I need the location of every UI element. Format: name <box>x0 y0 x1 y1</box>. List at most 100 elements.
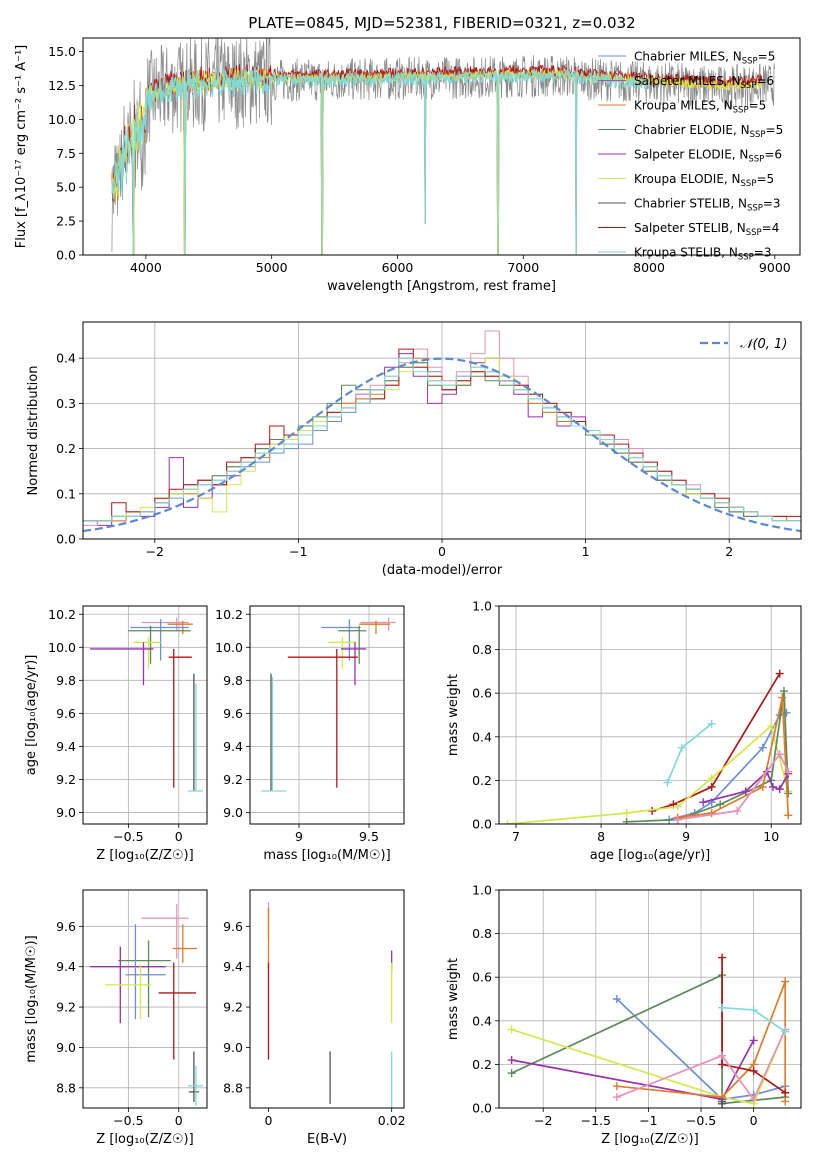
errorbar-point <box>133 637 161 669</box>
weight-marker <box>778 693 787 702</box>
panel-mass_vs_Z: −0.5 0 8.8 9.0 9.2 9.4 9.6 Z [log₁₀(Z/Z☉)] mass … <box>24 889 208 1147</box>
y-axis-label: Flux [f_λ10⁻¹⁷ erg cm⁻² s⁻¹ A⁻¹] <box>14 45 29 249</box>
y-axis-label: age [log₁₀(age/yr)] <box>24 655 39 776</box>
y-tick-label: 9.0 <box>56 805 76 820</box>
legend-entry-subscript: SSP <box>748 155 764 165</box>
x-axis-label: age [log₁₀(age/yr)] <box>590 848 711 863</box>
legend-entry: Chabrier STELIB, NSSP=3 <box>634 197 781 214</box>
weight-marker <box>758 743 767 752</box>
x-tick-label: 9 <box>295 829 303 844</box>
axes-frame <box>498 605 802 825</box>
errorbars-mass_vs_EBV <box>267 902 393 1108</box>
histogram-kroupa_stelib <box>83 357 801 539</box>
y-axis-label: mass weight <box>446 674 461 756</box>
weight-marker <box>784 767 793 776</box>
x-tick-label: −1 <box>639 1113 657 1128</box>
errorbar-point <box>341 642 367 686</box>
weight-marker <box>707 774 716 783</box>
axes-frame <box>82 37 801 256</box>
errorbar-point <box>187 683 203 792</box>
weight-line-kroupa_elodie <box>507 724 790 824</box>
y-tick-label: 9.4 <box>56 739 76 754</box>
axes-frame <box>249 889 405 1109</box>
y-tick-label: 9.6 <box>56 706 76 721</box>
y-tick-label: 0.8 <box>472 642 492 657</box>
errorbar-point <box>172 924 197 963</box>
x-tick-label: 5000 <box>256 260 288 275</box>
weight-marker <box>622 817 631 824</box>
legend-entry-subscript: SSP <box>747 204 763 214</box>
weight-marker <box>718 1003 727 1012</box>
y-tick-label: 10.2 <box>48 607 76 622</box>
legend-entry-suffix: =3 <box>754 246 772 260</box>
spectrum-legend: Chabrier MILES, NSSP=5 Salpeter MILES, NS… <box>598 50 783 263</box>
errorbar-point <box>168 648 192 788</box>
legend-entry-label: Kroupa ELODIE, N <box>634 172 741 186</box>
legend-entry: Chabrier MILES, NSSP=5 <box>634 50 775 67</box>
weight-marker <box>781 1027 790 1036</box>
errorbar-point <box>128 625 191 664</box>
axes-frame <box>82 889 208 1109</box>
panel-spectrum: 4000 5000 6000 7000 8000 9000 0.0 2.5 5.0 7.5 10.0… <box>14 37 801 294</box>
y-axis-label: Normed distribution <box>26 366 41 496</box>
y-tick-label: 9.4 <box>223 739 243 754</box>
y-tick-label: 0.6 <box>472 970 492 985</box>
y-tick-label: 8.8 <box>223 1080 243 1095</box>
weight-marker <box>699 798 708 807</box>
x-tick-label: 2 <box>725 544 733 559</box>
legend-entry-suffix: =6 <box>756 74 774 88</box>
legend-entry: Salpeter MILES, NSSP=6 <box>634 74 774 91</box>
weight-marker <box>718 1099 727 1108</box>
weight-marker <box>768 782 777 791</box>
weight-line-pink <box>677 752 789 821</box>
weight-marker <box>781 1088 790 1097</box>
y-tick-label: 9.0 <box>223 805 243 820</box>
x-axis-label: E(B-V) <box>307 1132 347 1147</box>
legend-entry-subscript: SSP <box>742 57 758 67</box>
y-tick-label: 15.0 <box>48 44 76 59</box>
x-tick-label: 8 <box>597 829 605 844</box>
y-tick-label: 0.2 <box>472 1057 492 1072</box>
errorbars-mass_vs_Z <box>90 904 203 1106</box>
y-tick-label: 9.4 <box>56 959 76 974</box>
x-tick-label: 9000 <box>759 260 791 275</box>
y-tick-label: 0.2 <box>472 773 492 788</box>
x-tick-label: 0.02 <box>378 1113 406 1128</box>
errorbar-point <box>105 964 151 1020</box>
panel-residuals: −2 −1 0 1 2 0.0 0.1 0.2 0.3 0.4 (data-model)/error… <box>26 321 802 578</box>
weight-marker <box>718 1060 727 1069</box>
x-tick-label: 9.5 <box>359 829 379 844</box>
axes-frame <box>498 889 802 1109</box>
weight-marker <box>622 809 631 818</box>
y-tick-label: 1.0 <box>472 599 492 614</box>
y-tick-label: 2.5 <box>56 214 76 229</box>
x-axis-label: Z [log₁₀(Z/Z☉)] <box>96 848 193 863</box>
y-tick-label: 9.8 <box>56 673 76 688</box>
y-tick-label: 9.4 <box>223 959 243 974</box>
legend-entry-normal: 𝒩(0, 1) <box>740 337 787 352</box>
errorbar-point <box>125 924 166 1020</box>
weight-marker <box>775 785 784 794</box>
x-tick-label: 9 <box>682 829 690 844</box>
x-tick-label: −1.5 <box>581 1113 611 1128</box>
weight-marker <box>507 1025 516 1034</box>
y-tick-label: 9.2 <box>223 1000 243 1015</box>
legend-entry-subscript: SSP <box>741 179 757 189</box>
weight-marker <box>779 687 788 696</box>
y-tick-label: 1.0 <box>472 883 492 898</box>
panel-weight_vs_Z: −2 −1.5 −1 −0.5 0 0.0 0.2 0.4 0.6 0.8 1.0 Z [log₁₀(… <box>446 883 802 1147</box>
errorbar-point <box>359 620 390 635</box>
x-axis-label: (data-model)/error <box>382 563 503 578</box>
weight-marker <box>673 802 682 811</box>
legend-entry-label: Kroupa STELIB, N <box>634 246 738 260</box>
y-tick-label: 12.5 <box>48 78 76 93</box>
weight-marker <box>507 1056 516 1065</box>
legend-entry-suffix: =6 <box>764 148 782 162</box>
weight-line-salpeter_stelib <box>651 673 781 812</box>
weight-marker <box>775 669 784 678</box>
y-tick-label: 9.0 <box>56 1040 76 1055</box>
x-tick-label: 0 <box>750 1113 758 1128</box>
histogram-series <box>83 330 801 539</box>
weight-marker <box>507 1069 516 1078</box>
